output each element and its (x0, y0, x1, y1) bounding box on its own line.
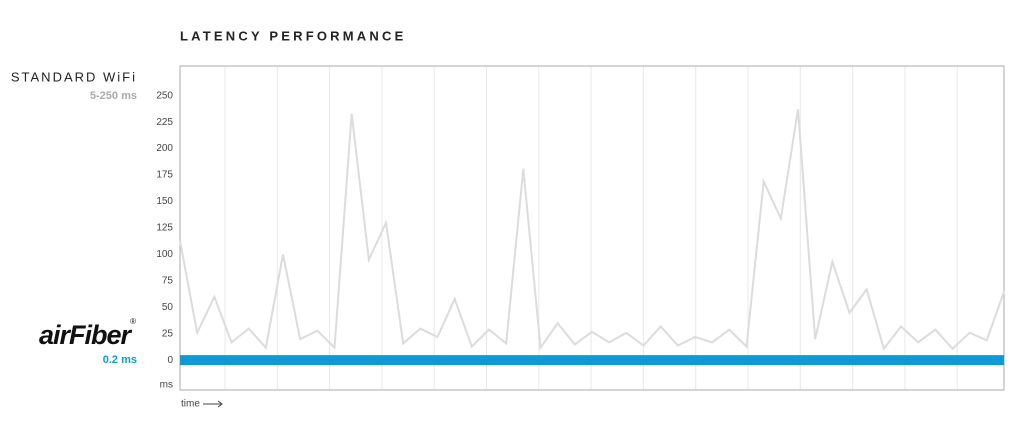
y-tick-label: 0 (167, 355, 173, 366)
y-tick-label: 125 (156, 223, 173, 234)
chart-title: LATENCY PERFORMANCE (180, 28, 406, 43)
legend-label: airFiber (39, 320, 133, 350)
legend-label: STANDARD WiFi (11, 69, 137, 84)
legend-note: 0.2 ms (103, 354, 137, 366)
y-tick-label: 150 (156, 196, 173, 207)
y-tick-label: 225 (156, 117, 173, 128)
y-tick-label: 25 (162, 329, 174, 340)
y-tick-label: 200 (156, 143, 173, 154)
y-axis-label: ms (160, 380, 173, 391)
legend-note: 5-250 ms (90, 90, 137, 102)
y-tick-label: 175 (156, 170, 173, 181)
legend-mark: ® (130, 317, 136, 326)
y-tick-label: 75 (162, 276, 174, 287)
y-tick-label: 250 (156, 90, 173, 101)
series-line (179, 109, 1005, 351)
x-arrow-head (217, 400, 223, 408)
y-tick-label: 100 (156, 249, 173, 260)
x-axis-label: time (181, 399, 200, 410)
y-tick-label: 50 (162, 302, 174, 313)
plot-frame (179, 65, 1005, 391)
